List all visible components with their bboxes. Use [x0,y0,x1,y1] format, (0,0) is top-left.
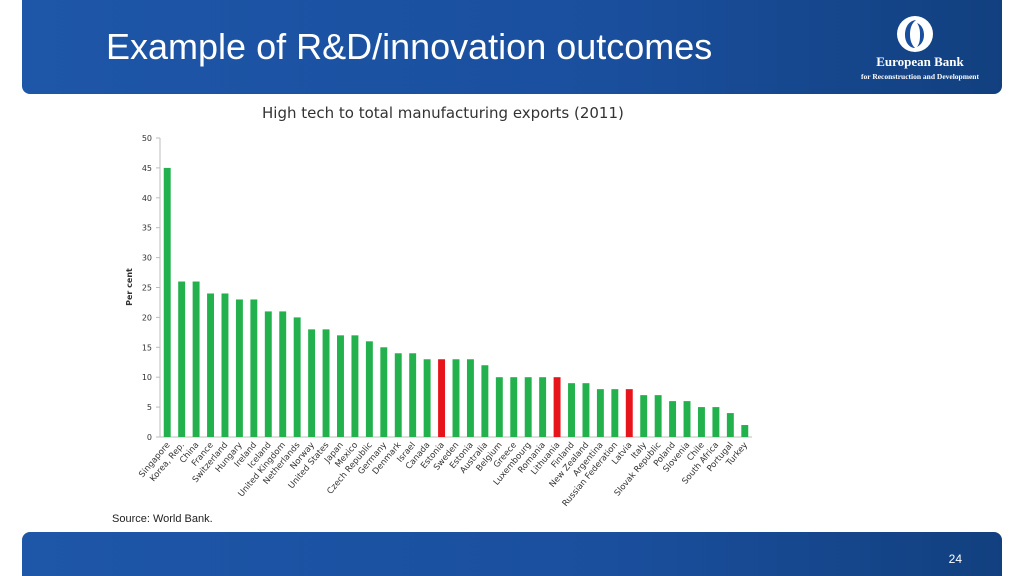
y-tick-label: 30 [142,254,152,263]
bar-poland [669,401,677,437]
bar-luxembourg [524,377,532,437]
bar-romania [539,377,547,437]
bar-russian-federation [611,389,619,437]
y-tick-label: 10 [142,373,152,382]
bar-united-states [322,329,330,437]
y-axis-label: Per cent [125,268,134,306]
y-tick-label: 0 [147,433,152,442]
y-tick-label: 25 [142,284,152,293]
bar-ireland [250,299,258,437]
logo-subtitle: for Reconstruction and Development [861,72,979,81]
bar-australia [481,365,489,437]
bar-netherlands [293,317,301,437]
bar-hungary [235,299,243,437]
bar-slovak-republic [654,395,662,437]
bar-singapore [163,167,171,437]
chart-title: High tech to total manufacturing exports… [262,104,624,122]
ebrd-logo: European Bank for Reconstruction and Dev… [840,10,1000,88]
bar-france [207,293,215,437]
bar-switzerland [221,293,229,437]
y-tick-label: 50 [142,134,152,143]
bar-portugal [726,413,734,437]
bar-mexico [351,335,359,437]
logo-name: European Bank [876,54,964,69]
bar-lithuania [553,377,561,437]
bar-iceland [264,311,272,437]
bar-finland [568,383,575,437]
y-tick-label: 15 [142,343,152,352]
bar-estonia [466,359,474,437]
bar-south-africa [712,407,720,437]
bar-norway [308,329,316,437]
bar-china [192,281,200,437]
bar-chile [697,407,705,437]
header-bar: Example of R&D/innovation outcomes Europ… [22,0,1002,94]
ebrd-logo-icon [897,16,933,52]
y-tick-label: 45 [142,164,152,173]
bar-germany [380,347,388,437]
bar-latvia [625,389,633,437]
y-tick-label: 35 [142,224,152,233]
y-tick-label: 20 [142,313,152,322]
bar-korea-rep- [178,281,186,437]
bar-czech-republic [365,341,373,437]
bar-sweden [452,359,460,437]
source-note: Source: World Bank. [112,513,213,525]
bar-canada [423,359,431,437]
y-tick-label: 5 [147,403,152,412]
y-tick-label: 40 [142,194,152,203]
bar-united-kingdom [279,311,287,437]
bar-denmark [394,353,402,437]
bar-argentina [596,389,604,437]
bar-estonia [438,359,446,437]
slide-title: Example of R&D/innovation outcomes [106,26,713,67]
bar-greece [510,377,518,437]
bar-turkey [741,425,749,437]
bar-japan [337,335,344,437]
bar-israel [409,353,417,437]
bar-belgium [495,377,503,437]
bar-new-zealand [582,383,590,437]
bar-slovenia [683,401,691,437]
bar-italy [640,395,648,437]
footer-bar: 24 [22,532,1002,576]
page-number: 24 [948,552,962,566]
